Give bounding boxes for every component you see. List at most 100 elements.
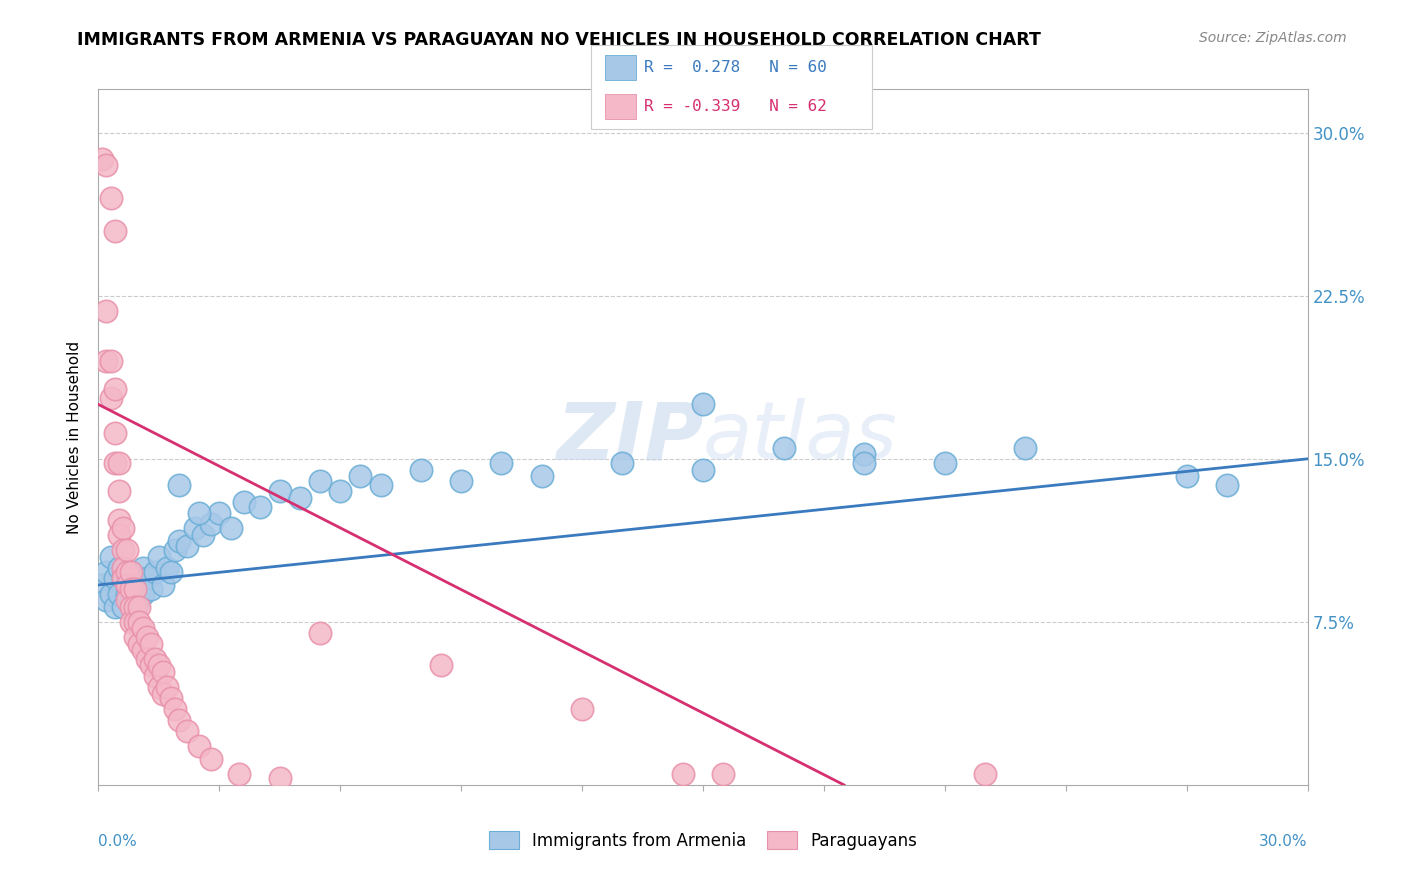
Text: Source: ZipAtlas.com: Source: ZipAtlas.com <box>1199 31 1347 45</box>
Point <box>100 191 122 205</box>
Point <box>132 560 155 574</box>
Point <box>692 397 714 411</box>
Point <box>124 582 146 597</box>
Point <box>115 587 138 601</box>
Point <box>269 484 291 499</box>
Point <box>103 223 125 237</box>
Point <box>672 767 695 781</box>
Point <box>124 604 146 618</box>
Point <box>135 652 157 666</box>
Point <box>103 425 125 440</box>
Point <box>107 528 129 542</box>
Point <box>124 615 146 629</box>
Point <box>163 543 186 558</box>
Point <box>772 441 794 455</box>
Point <box>176 539 198 553</box>
Point <box>349 469 371 483</box>
Point <box>1175 469 1198 483</box>
Point <box>100 354 122 368</box>
Text: 0.0%: 0.0% <box>98 834 138 848</box>
Point <box>853 456 876 470</box>
Point <box>135 571 157 585</box>
Point <box>1216 478 1239 492</box>
Point <box>143 669 166 683</box>
Point <box>692 463 714 477</box>
Point <box>370 478 392 492</box>
Point <box>160 690 183 705</box>
Point <box>103 599 125 614</box>
Point <box>120 565 142 579</box>
Point <box>143 652 166 666</box>
Point <box>139 582 162 597</box>
Point <box>111 543 134 558</box>
Point <box>107 587 129 601</box>
Point <box>156 560 179 574</box>
Point <box>571 702 593 716</box>
Point <box>120 615 142 629</box>
Point <box>96 354 118 368</box>
Text: IMMIGRANTS FROM ARMENIA VS PARAGUAYAN NO VEHICLES IN HOUSEHOLD CORRELATION CHART: IMMIGRANTS FROM ARMENIA VS PARAGUAYAN NO… <box>77 31 1042 49</box>
Point <box>167 713 190 727</box>
Point <box>100 549 122 564</box>
Point <box>176 723 198 738</box>
Point <box>115 565 138 579</box>
Point <box>115 578 138 592</box>
Point <box>530 469 553 483</box>
Point <box>163 702 186 716</box>
Point <box>107 560 129 574</box>
Point <box>167 534 190 549</box>
Point <box>111 599 134 614</box>
Point <box>124 630 146 644</box>
Point <box>160 565 183 579</box>
Text: 30.0%: 30.0% <box>1260 834 1308 848</box>
Point <box>167 478 190 492</box>
Point <box>115 578 138 592</box>
Point <box>100 587 122 601</box>
Text: atlas: atlas <box>703 398 898 476</box>
Point <box>100 391 122 405</box>
Point <box>309 625 332 640</box>
Point <box>409 463 432 477</box>
Point <box>132 643 155 657</box>
Point <box>111 571 134 585</box>
Point <box>491 456 513 470</box>
Point <box>115 543 138 558</box>
Point <box>107 484 129 499</box>
Point <box>249 500 271 514</box>
Point <box>269 772 291 786</box>
Point <box>103 571 125 585</box>
Point <box>124 578 146 592</box>
Point <box>228 767 250 781</box>
Point <box>329 484 352 499</box>
Point <box>193 528 215 542</box>
Point <box>135 630 157 644</box>
Point <box>188 506 211 520</box>
Point <box>120 565 142 579</box>
Point <box>148 549 170 564</box>
Point <box>148 658 170 673</box>
Point <box>103 456 125 470</box>
Point <box>139 637 162 651</box>
Point <box>111 560 134 574</box>
Point <box>853 447 876 462</box>
Y-axis label: No Vehicles in Household: No Vehicles in Household <box>67 341 83 533</box>
Point <box>156 680 179 694</box>
Point <box>107 513 129 527</box>
Point <box>96 593 118 607</box>
Point <box>288 491 311 505</box>
Point <box>128 571 150 585</box>
Point <box>152 665 174 679</box>
Point <box>103 382 125 396</box>
Point <box>128 637 150 651</box>
Point <box>200 752 222 766</box>
Legend: Immigrants from Armenia, Paraguayans: Immigrants from Armenia, Paraguayans <box>482 824 924 856</box>
Point <box>120 599 142 614</box>
Point <box>91 578 114 592</box>
Point <box>107 456 129 470</box>
Point <box>152 578 174 592</box>
Point <box>152 687 174 701</box>
Point <box>96 304 118 318</box>
Point <box>120 593 142 607</box>
Point <box>115 593 138 607</box>
Point <box>232 495 254 509</box>
